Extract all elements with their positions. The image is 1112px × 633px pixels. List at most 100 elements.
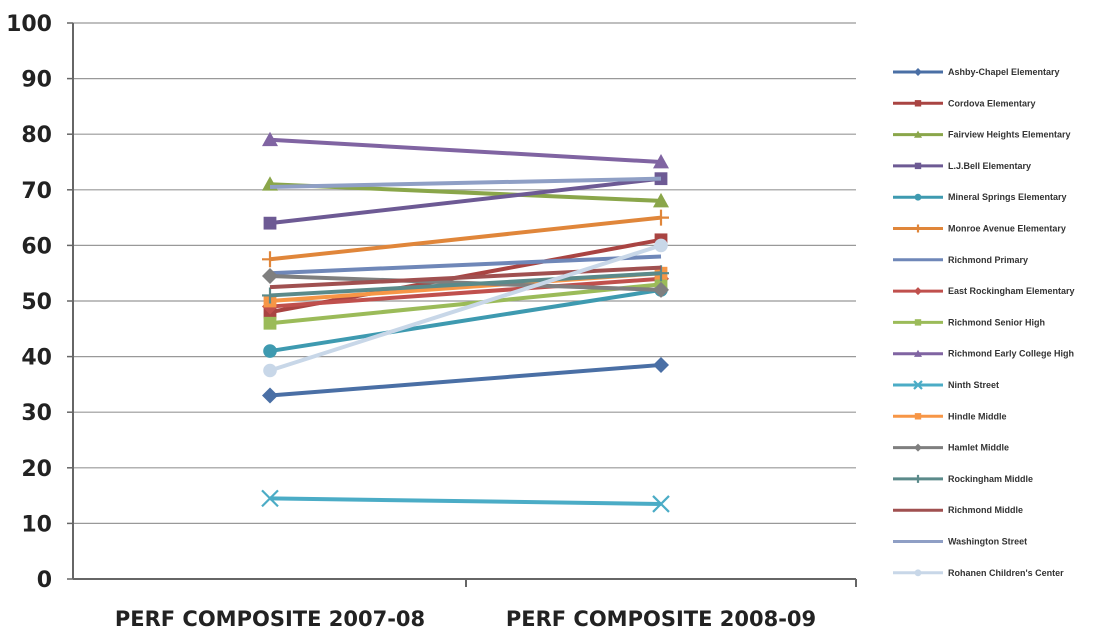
y-tick-label: 70 xyxy=(21,179,52,204)
legend-item: Hindle Middle xyxy=(893,411,1007,421)
data-point xyxy=(263,344,277,358)
legend-item: L.J.Bell Elementary xyxy=(893,161,1031,171)
series-line xyxy=(269,254,662,276)
data-point xyxy=(914,349,922,357)
legend-label: Mineral Springs Elementary xyxy=(948,192,1067,202)
data-point xyxy=(653,356,669,373)
gridlines xyxy=(67,22,856,580)
series-line xyxy=(261,489,670,513)
data-point xyxy=(914,193,922,201)
legend-item: Ashby-Chapel Elementary xyxy=(893,67,1060,77)
legend-item: Richmond Middle xyxy=(893,505,1023,515)
y-tick-label: 10 xyxy=(21,512,52,537)
legend-item: Fairview Heights Elementary xyxy=(893,130,1071,140)
y-tick-label: 0 xyxy=(37,568,52,593)
legend-item: East Rockingham Elementary xyxy=(893,286,1075,296)
legend-label: Fairview Heights Elementary xyxy=(948,130,1071,140)
y-tick-label: 50 xyxy=(21,290,52,315)
series-lines xyxy=(261,131,670,513)
series-path xyxy=(269,496,662,506)
series-path xyxy=(269,362,662,398)
series-path xyxy=(269,282,662,326)
data-point xyxy=(261,489,279,508)
series-path xyxy=(269,176,662,226)
x-category-label: PERF COMPOSITE 2007-08 xyxy=(115,607,425,631)
data-point xyxy=(653,154,669,169)
y-tick-label: 90 xyxy=(21,68,52,93)
legend-item: Richmond Primary xyxy=(893,255,1028,265)
series-line xyxy=(262,356,669,404)
series-path xyxy=(269,276,662,309)
data-point xyxy=(262,287,278,304)
legend-label: Hindle Middle xyxy=(948,411,1007,421)
data-point xyxy=(914,569,922,577)
data-point xyxy=(914,130,922,138)
legend-item: Washington Street xyxy=(893,537,1027,547)
series-line xyxy=(263,238,668,378)
legend-item: Rockingham Middle xyxy=(893,474,1033,484)
legend-label: Richmond Middle xyxy=(948,505,1023,515)
series-line xyxy=(263,172,668,230)
y-tick-label: 40 xyxy=(21,346,52,371)
y-tick-label: 100 xyxy=(6,12,52,37)
legend-label: Richmond Senior High xyxy=(948,317,1045,327)
legend-item: Rohanen Children's Center xyxy=(893,568,1064,578)
data-point xyxy=(263,316,277,330)
legend-label: Hamlet Middle xyxy=(948,443,1009,453)
y-tick-labels: 0 10 20 30 40 50 60 70 80 90 100 xyxy=(6,12,52,593)
x-category-label: PERF COMPOSITE 2008-09 xyxy=(506,607,816,631)
series-path xyxy=(269,137,662,164)
legend-label: Ashby-Chapel Elementary xyxy=(948,67,1060,77)
series-path xyxy=(269,265,662,290)
series-line xyxy=(269,265,662,290)
series-path xyxy=(269,215,662,262)
legend-label: Washington Street xyxy=(948,537,1027,547)
data-point xyxy=(652,495,670,513)
data-point xyxy=(914,100,922,107)
data-point xyxy=(914,162,922,170)
series-path xyxy=(269,287,662,354)
legend-label: Cordova Elementary xyxy=(948,98,1036,108)
legend-item: Richmond Senior High xyxy=(893,317,1045,327)
data-point xyxy=(262,131,278,147)
legend-label: East Rockingham Elementary xyxy=(948,286,1075,296)
y-tick-label: 80 xyxy=(21,123,52,148)
legend-label: Richmond Early College High xyxy=(948,349,1074,359)
legend-item: Monroe Avenue Elementary xyxy=(893,224,1066,234)
data-point xyxy=(914,224,922,233)
data-point xyxy=(914,443,922,452)
data-point xyxy=(914,413,922,420)
data-point xyxy=(262,251,278,268)
data-point xyxy=(262,387,278,404)
legend-label: Rockingham Middle xyxy=(948,474,1033,484)
legend-item: Richmond Early College High xyxy=(893,349,1074,359)
legend-label: Ninth Street xyxy=(948,380,999,390)
y-tick-label: 20 xyxy=(21,457,52,482)
data-point xyxy=(914,68,922,76)
data-point xyxy=(914,319,922,326)
data-point xyxy=(653,209,669,226)
data-point xyxy=(654,238,668,253)
legend-label: L.J.Bell Elementary xyxy=(948,161,1031,171)
data-point xyxy=(914,287,922,296)
legend-item: Mineral Springs Elementary xyxy=(893,192,1067,202)
axes xyxy=(72,23,857,587)
data-point xyxy=(263,216,277,230)
legend-item: Cordova Elementary xyxy=(893,98,1036,108)
legend-label: Monroe Avenue Elementary xyxy=(948,224,1066,234)
series-line xyxy=(269,176,662,190)
y-tick-label: 60 xyxy=(21,234,52,259)
series-path xyxy=(269,176,662,190)
series-line xyxy=(262,209,669,268)
data-point xyxy=(653,281,669,298)
legend-label: Rohanen Children's Center xyxy=(948,568,1064,578)
x-category-labels: PERF COMPOSITE 2007-08 PERF COMPOSITE 20… xyxy=(115,607,816,631)
data-point xyxy=(263,363,277,378)
series-path xyxy=(269,254,662,276)
series-path xyxy=(269,243,662,373)
data-point xyxy=(913,380,923,390)
series-path xyxy=(269,271,662,298)
legend-item: Hamlet Middle xyxy=(893,443,1009,453)
data-point xyxy=(653,192,669,208)
